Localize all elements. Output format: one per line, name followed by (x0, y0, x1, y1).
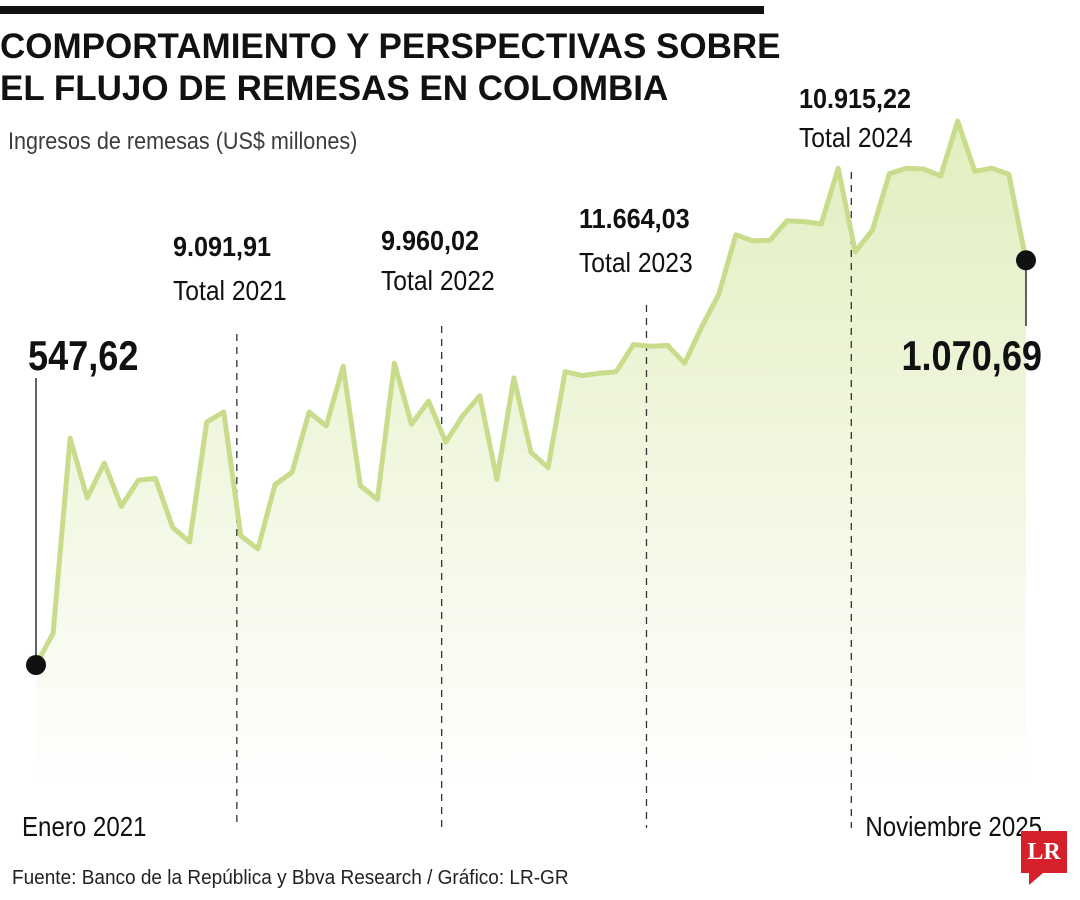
chart-title: COMPORTAMIENTO Y PERSPECTIVAS SOBRE EL F… (0, 27, 781, 108)
area-fill (36, 121, 1026, 795)
start-point (26, 655, 46, 675)
top-rule (0, 6, 764, 14)
logo-text: LR (1027, 839, 1061, 865)
series-line (33, 118, 1029, 668)
year-total-label: Total 2021 (173, 275, 287, 307)
year-total-value: 9.960,02 (381, 225, 479, 257)
end-value-label: 1.070,69 (901, 334, 1042, 380)
year-total-label: Total 2022 (381, 265, 495, 297)
x-axis-end-label: Noviembre 2025 (865, 810, 1042, 842)
end-point (1016, 250, 1036, 271)
year-total-label: Total 2023 (579, 247, 693, 279)
lr-logo: LR (1021, 831, 1067, 885)
chart-subtitle: Ingresos de remesas (US$ millones) (8, 128, 358, 155)
start-value-label: 547,62 (28, 334, 138, 380)
year-total-value: 10.915,22 (799, 83, 911, 115)
source-note: Fuente: Banco de la República y Bbva Res… (12, 867, 569, 889)
x-axis-start-label: Enero 2021 (22, 810, 147, 842)
year-total-label: Total 2024 (799, 122, 913, 154)
year-total-value: 11.664,03 (579, 203, 690, 235)
year-total-value: 9.091,91 (173, 231, 271, 263)
